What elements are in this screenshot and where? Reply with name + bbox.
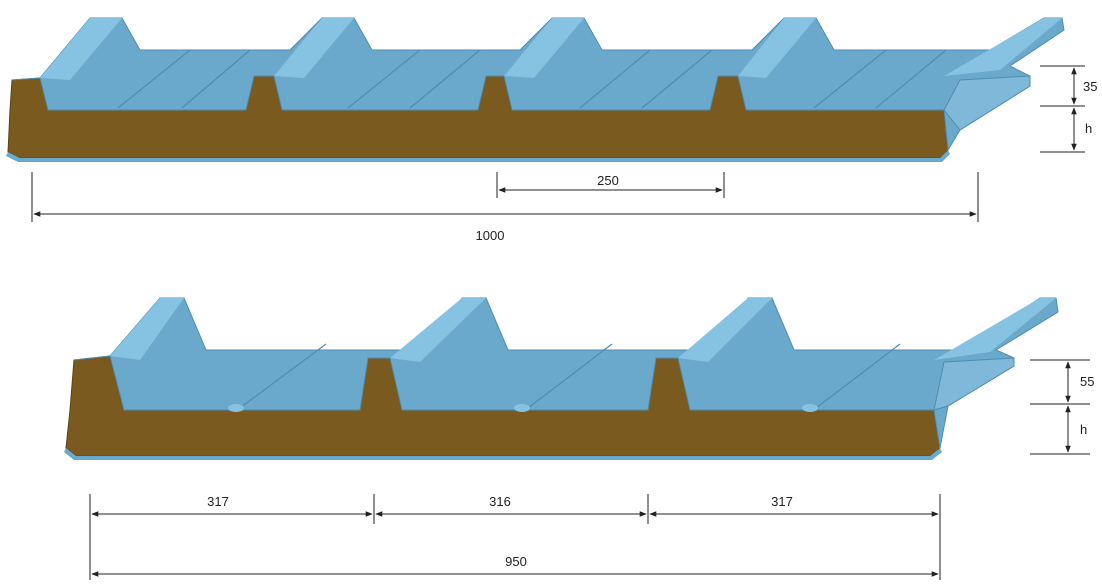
top-rib-height-label: 35 xyxy=(1083,79,1097,94)
top-panel xyxy=(6,17,1065,162)
bottom-segment-label-1: 317 xyxy=(207,494,229,509)
bottom-panel-bottom-sheet xyxy=(64,448,942,460)
top-panel-bottom-sheet xyxy=(6,150,950,162)
bottom-panel-dimensions: 55 h 317 316 317 950 xyxy=(89,359,1094,580)
bottom-thickness-label: h xyxy=(1080,422,1087,437)
top-panel-dimensions: 35 h 250 1000 xyxy=(31,65,1097,243)
bottom-overall-width-label: 950 xyxy=(505,554,527,569)
bottom-segment-label-2: 316 xyxy=(489,494,511,509)
top-overall-width-label: 1000 xyxy=(476,228,505,243)
top-rib-spacing-label: 250 xyxy=(597,173,619,188)
bottom-rib-height-label: 55 xyxy=(1080,374,1094,389)
bottom-segment-label-3: 317 xyxy=(771,494,793,509)
bottom-panel xyxy=(64,297,1059,460)
top-thickness-label: h xyxy=(1085,121,1092,136)
